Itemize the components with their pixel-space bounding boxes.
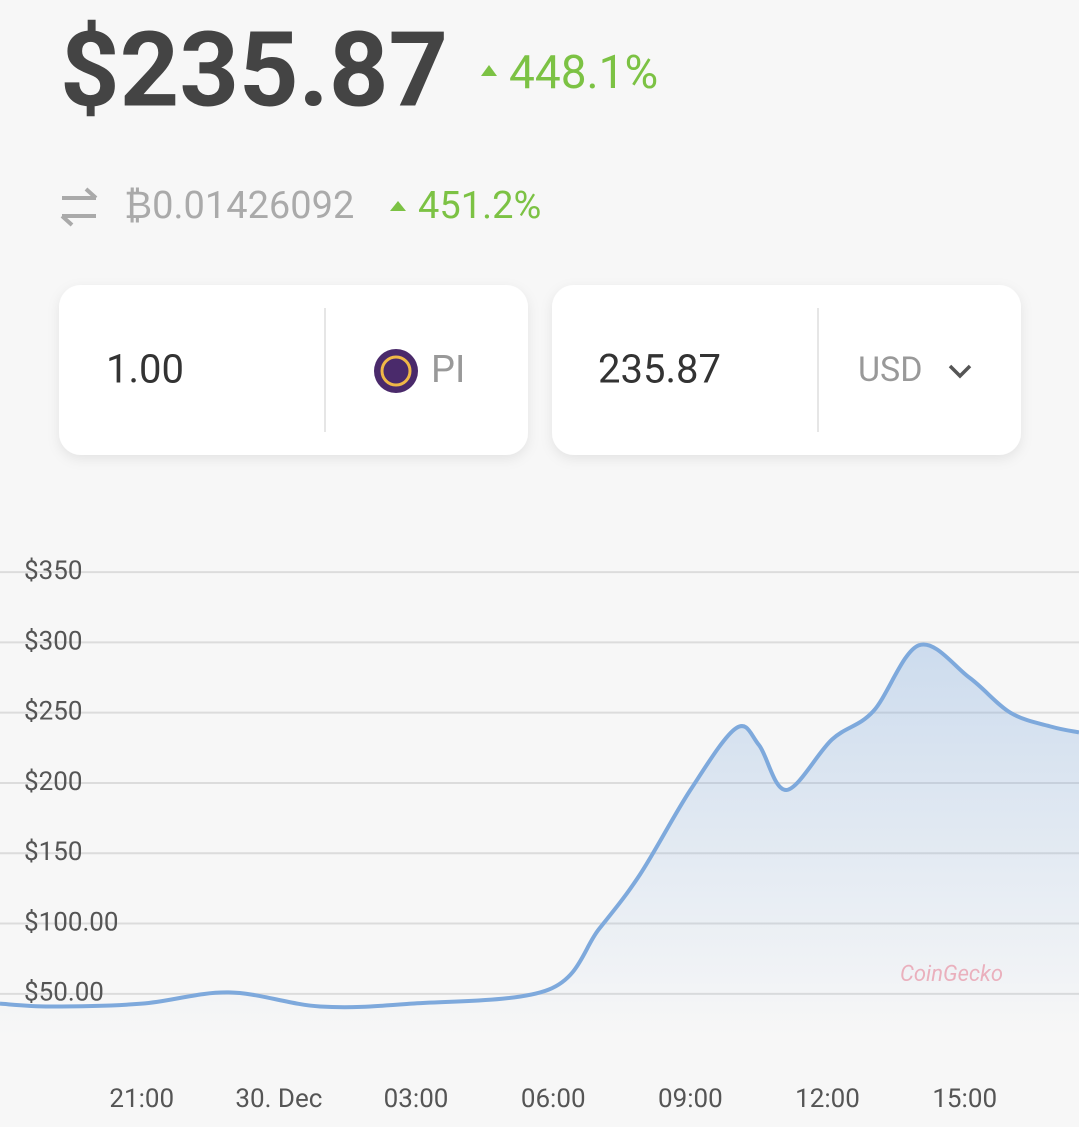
x-tick-label: 15:00 (932, 1084, 997, 1114)
chart: $350 $300 $250 $200 $150 $100.00 $50.00 21:00 30… (0, 556, 1079, 1114)
area-fill (0, 644, 1079, 1036)
to-amount[interactable]: 235.87 (598, 346, 721, 393)
watermark: CoinGecko (900, 962, 1003, 987)
up-arrow (481, 65, 497, 76)
y-tick-label: $250 (24, 697, 82, 727)
price: $235.87 (60, 10, 448, 131)
to-currency[interactable]: USD (858, 350, 923, 390)
y-tick-label: $350 (24, 556, 82, 586)
price-change: 448.1% (509, 46, 658, 100)
to-card[interactable] (552, 285, 1021, 455)
up-arrow (390, 201, 406, 211)
price-line (0, 642, 1079, 1010)
y-tick-label: $150 (24, 837, 82, 867)
y-tick-label: $200 (24, 767, 82, 797)
x-tick-label: 21:00 (109, 1084, 174, 1114)
x-tick-label: 03:00 (384, 1084, 449, 1114)
x-tick-label: 09:00 (658, 1084, 723, 1114)
pi-icon (374, 349, 418, 393)
dropdown-chevron[interactable] (948, 364, 972, 379)
btc-change: 451.2% (418, 184, 541, 228)
swap-icon (60, 187, 98, 227)
x-tick-label: 30. Dec (235, 1084, 322, 1114)
btc-price: ₿0.01426092 (124, 184, 354, 228)
x-tick-label: 06:00 (521, 1084, 586, 1114)
y-tick-label: $300 (24, 626, 82, 656)
y-tick-label: $100.00 (24, 907, 119, 937)
y-tick-label: $50.00 (24, 978, 104, 1008)
from-currency[interactable]: PI (431, 348, 465, 392)
from-amount[interactable]: 1.00 (106, 346, 184, 393)
from-card[interactable] (59, 285, 528, 455)
x-tick-label: 12:00 (795, 1084, 860, 1114)
pi-icon-ring (380, 355, 412, 387)
